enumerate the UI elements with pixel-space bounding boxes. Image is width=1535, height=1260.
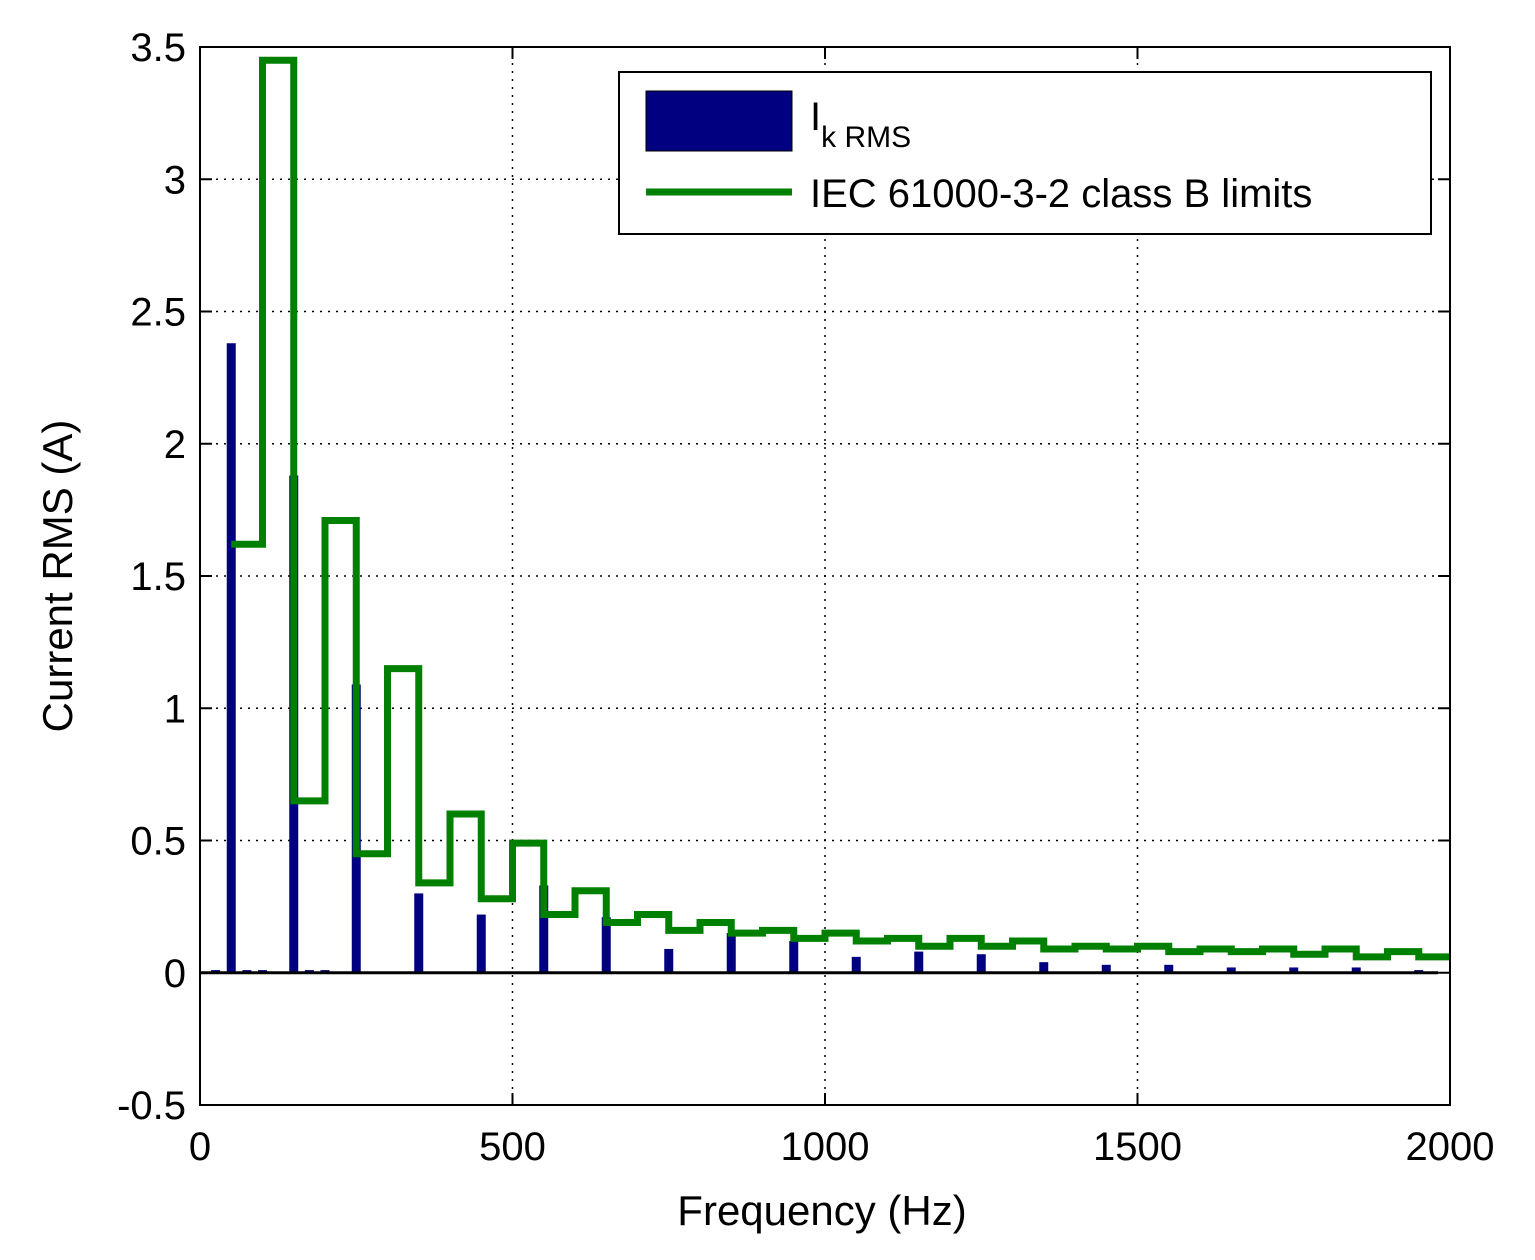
legend: Ik RMS IEC 61000-3-2 class B limits [618,71,1432,235]
y-axis-label: Current RMS (A) [34,420,81,733]
bar [1164,964,1174,973]
bar [414,893,424,973]
bar [226,343,236,973]
x-tick-label: 1000 [781,1125,870,1169]
y-tick-label: 0.5 [130,820,186,864]
bar [539,885,549,973]
bar [476,914,486,973]
bar [1289,967,1299,973]
y-tick-label: 1 [164,687,186,731]
bar [1226,967,1236,973]
y-tick-label: 0 [164,952,186,996]
bar [1351,967,1361,973]
x-axis-ticks: 0 500 1000 1500 2000 [189,47,1495,1169]
x-tick-label: 1500 [1093,1125,1182,1169]
bar [789,941,799,973]
legend-bar-label: Ik RMS [810,95,911,154]
y-tick-label: 2.5 [130,291,186,335]
y-tick-label: 1.5 [130,555,186,599]
bar [664,948,674,973]
bar [976,954,986,973]
y-tick-label: 3.5 [130,26,186,70]
y-tick-label: 3 [164,158,186,202]
legend-line-label: IEC 61000-3-2 class B limits [810,172,1312,216]
bar [601,917,611,973]
y-tick-label: -0.5 [117,1084,186,1128]
bar [1101,964,1111,973]
y-tick-label: 2 [164,423,186,467]
limit-step-line [231,56,1450,961]
bar [726,933,736,973]
bar [851,956,861,973]
x-tick-label: 2000 [1406,1125,1495,1169]
bar [1039,962,1049,973]
x-tick-label: 500 [479,1125,546,1169]
x-axis-label: Frequency (Hz) [677,1187,966,1234]
legend-bar-swatch [645,90,793,152]
y-axis-ticks: -0.5 0 0.5 1 1.5 2 2.5 3 3.5 [117,26,1450,1128]
x-tick-label: 0 [189,1125,211,1169]
bar [914,951,924,973]
